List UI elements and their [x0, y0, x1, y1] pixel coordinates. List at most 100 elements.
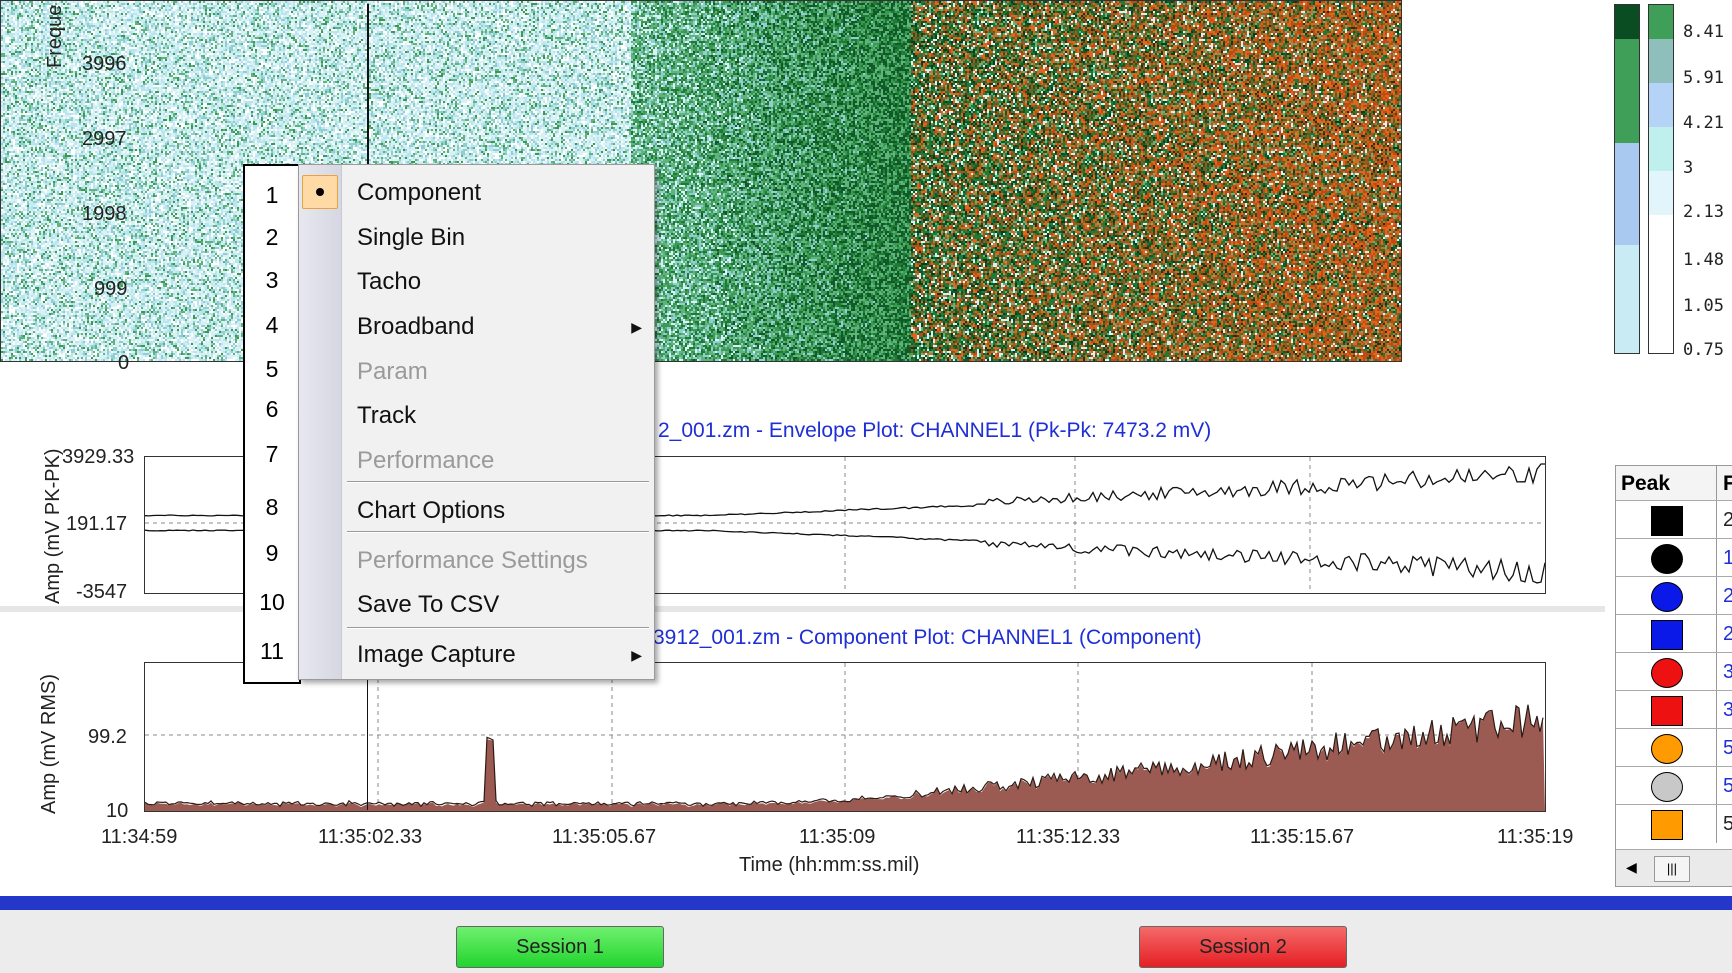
peak-table-hscrollbar[interactable]: ◀ |||: [1616, 849, 1732, 886]
menu-item-image-capture[interactable]: Image Capture: [357, 641, 516, 668]
heatmap-y-tick: 2997: [82, 128, 127, 150]
circle-marker-icon: [1651, 658, 1683, 688]
peak-value: 3: [1723, 699, 1732, 722]
spectrogram-heatmap[interactable]: [0, 0, 1402, 362]
heatmap-y-axis-label: Freque: [44, 4, 66, 68]
annotation-number: 3: [265, 267, 279, 293]
peak-table-header: Peak F: [1616, 466, 1732, 501]
scroll-thumb[interactable]: |||: [1654, 856, 1690, 882]
annotation-number: 9: [265, 540, 279, 566]
time-x-tick: 11:35:05.67: [552, 826, 657, 848]
square-marker-icon: [1651, 620, 1683, 650]
peak-table-row[interactable]: 5: [1616, 766, 1732, 805]
annotation-number-box: 1 2 3 4 5 6 7 8 9 10 11: [243, 164, 301, 684]
envelope-plot-title: 2_001.zm - Envelope Plot: CHANNEL1 (Pk-P…: [658, 419, 1212, 442]
square-marker-icon: [1651, 696, 1683, 726]
peak-table-row[interactable]: 5: [1616, 804, 1732, 843]
envelope-y-tick: 191.17: [66, 513, 128, 535]
color-scale-label: 1.05: [1683, 296, 1724, 316]
annotation-number: 10: [259, 589, 285, 615]
annotation-number: 11: [260, 638, 284, 664]
component-plot-title: 3912_001.zm - Component Plot: CHANNEL1 (…: [653, 626, 1202, 649]
peak-column-header-2[interactable]: F: [1723, 472, 1732, 496]
menu-separator: [347, 627, 649, 629]
submenu-arrow-icon: ▶: [631, 319, 642, 335]
color-scale: [1614, 4, 1674, 354]
annotation-number: 1: [265, 182, 279, 208]
menu-item-chart-options[interactable]: Chart Options: [357, 497, 506, 524]
envelope-y-axis-label: Amp (mV PK-PK): [42, 448, 64, 604]
session-2-button[interactable]: Session 2: [1139, 926, 1347, 968]
color-scale-label: 2.13: [1683, 202, 1724, 222]
heatmap-y-tick: 1998: [82, 203, 127, 225]
component-y-tick: 10: [106, 800, 129, 822]
envelope-y-tick: 3929.33: [62, 446, 135, 468]
peak-table-row[interactable]: 3: [1616, 690, 1732, 729]
menu-item-performance: Performance: [357, 447, 495, 474]
peak-table-row[interactable]: 2: [1616, 614, 1732, 653]
annotation-number: 5: [265, 356, 279, 382]
annotation-number: 8: [265, 494, 279, 520]
annotation-number: 7: [265, 441, 279, 467]
peak-table[interactable]: Peak F 2 1 2 2 3 3 5 5 5 ◀ |||: [1615, 465, 1732, 887]
menu-icon-strip: [299, 165, 342, 679]
context-menu[interactable]: Component Single Bin Tacho Broadband ▶ P…: [298, 164, 655, 680]
menu-item-param: Param: [357, 358, 428, 385]
peak-table-row[interactable]: 3: [1616, 652, 1732, 691]
annotation-number: 6: [265, 396, 279, 422]
color-scale-label: 5.91: [1683, 68, 1724, 88]
circle-marker-icon: [1651, 734, 1683, 764]
component-trace-line: [145, 704, 1544, 808]
menu-item-component[interactable]: Component: [357, 179, 482, 206]
peak-value: 2: [1723, 623, 1732, 646]
peak-value: 3: [1723, 661, 1732, 684]
selected-radio-icon: [302, 175, 338, 209]
color-scale-label: 1.48: [1683, 250, 1724, 270]
time-x-tick: 11:35:15.67: [1250, 826, 1355, 848]
envelope-y-tick: -3547: [76, 581, 128, 603]
peak-value: 1: [1723, 547, 1732, 570]
spectrogram-canvas: [1, 1, 1401, 361]
peak-value: 5: [1723, 813, 1732, 836]
square-marker-icon: [1651, 506, 1683, 536]
circle-marker-icon: [1651, 772, 1683, 802]
component-plot-svg: [145, 663, 1545, 811]
time-x-tick: 11:35:02.33: [318, 826, 423, 848]
peak-value: 2: [1723, 509, 1732, 532]
annotation-number: 4: [265, 312, 279, 338]
peak-table-row[interactable]: 1: [1616, 538, 1732, 577]
color-scale-label: 8.41: [1683, 22, 1724, 42]
menu-item-broadband[interactable]: Broadband: [357, 313, 475, 340]
session-tab-area: [0, 910, 1732, 973]
scroll-left-icon[interactable]: ◀: [1626, 859, 1637, 875]
peak-column-header[interactable]: Peak: [1621, 472, 1671, 495]
section-divider: [0, 606, 1605, 612]
session-1-button[interactable]: Session 1: [456, 926, 664, 968]
peak-table-row[interactable]: 5: [1616, 728, 1732, 767]
peak-value: 5: [1723, 737, 1732, 760]
component-cursor-line[interactable]: [367, 592, 368, 810]
menu-item-performance-settings: Performance Settings: [357, 547, 588, 574]
session-divider-bar: [0, 896, 1732, 910]
time-x-tick: 11:35:09: [799, 826, 876, 848]
menu-item-track[interactable]: Track: [357, 402, 417, 429]
menu-separator: [347, 531, 649, 533]
time-x-axis-label: Time (hh:mm:ss.mil): [739, 854, 920, 876]
color-scale-label: 3: [1683, 158, 1694, 178]
menu-item-tacho[interactable]: Tacho: [357, 268, 422, 295]
peak-table-row[interactable]: 2: [1616, 500, 1732, 539]
peak-value: 2: [1723, 585, 1732, 608]
menu-item-single-bin[interactable]: Single Bin: [357, 224, 466, 251]
time-x-tick: 11:35:19: [1497, 826, 1574, 848]
peak-table-row[interactable]: 2: [1616, 576, 1732, 615]
heatmap-y-tick: 999: [94, 278, 128, 300]
color-scale-label: 4.21: [1683, 113, 1724, 133]
component-plot-area[interactable]: [144, 662, 1546, 812]
menu-separator: [347, 481, 649, 483]
menu-item-save-to-csv[interactable]: Save To CSV: [357, 591, 500, 618]
color-scale-label: 0.75: [1683, 340, 1724, 360]
component-y-tick: 99.2: [88, 726, 127, 748]
heatmap-y-tick: 0: [118, 352, 130, 374]
heatmap-y-tick: 3996: [82, 53, 127, 75]
circle-marker-icon: [1651, 544, 1683, 574]
